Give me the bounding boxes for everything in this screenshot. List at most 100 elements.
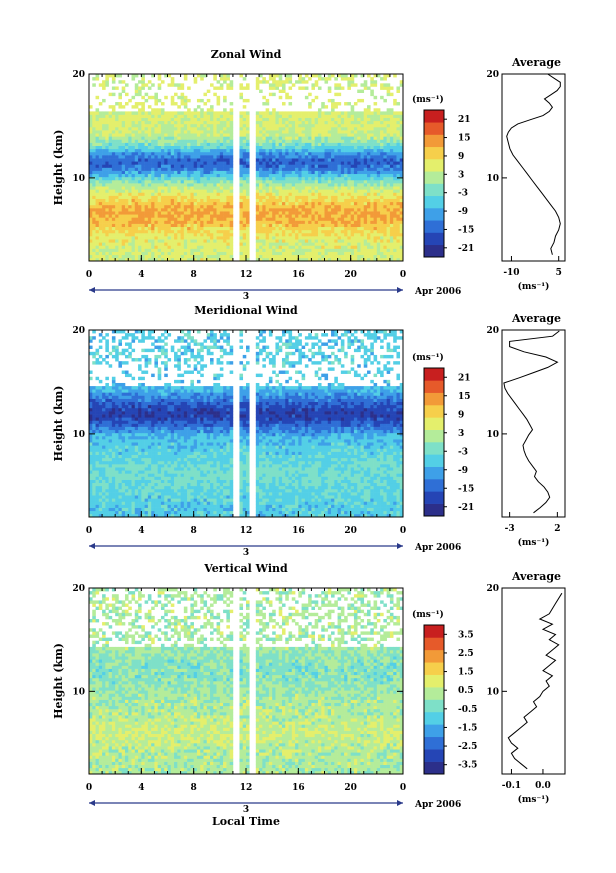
- colorbar-tick-label: -15: [458, 225, 474, 235]
- colorbar-segment: [424, 110, 444, 123]
- wind-figure: Zonal Wind0 4 8 12 16 20 02010Height (km)3 Apr …: [0, 0, 616, 873]
- x-axis-label: Local Time: [212, 815, 280, 828]
- colorbar-segment: [424, 637, 444, 650]
- colorbar-unit: (ms⁻¹): [412, 94, 444, 105]
- x-tick-label: 0: [86, 783, 92, 793]
- y-tick-label: 10: [72, 430, 85, 440]
- y-axis-label: Height (km): [52, 130, 65, 206]
- colorbar-tick-label: -15: [458, 484, 474, 494]
- colorbar-segment: [424, 479, 444, 492]
- colorbar-tick-label: 3: [458, 429, 464, 439]
- x-tick-label: 8: [191, 783, 197, 793]
- heatmap-cells: [89, 330, 403, 517]
- colorbar-segment: [424, 122, 444, 135]
- colorbar-segment: [424, 135, 444, 148]
- colorbar-segment: [424, 159, 444, 172]
- colorbar-segment: [424, 233, 444, 246]
- colorbar-segment: [424, 196, 444, 209]
- profile-title: Average: [511, 56, 561, 69]
- profile-title: Average: [511, 570, 561, 583]
- colorbar-segment: [424, 245, 444, 258]
- x-tick-label: 16: [292, 526, 305, 536]
- profile-x-tick-label: 5: [556, 268, 562, 278]
- colorbar-segment: [424, 368, 444, 381]
- colorbar-segment: [424, 380, 444, 393]
- heatmap-cells: [89, 588, 403, 774]
- y-tick-label: 20: [72, 326, 85, 336]
- colorbar-tick-label: 3.5: [458, 630, 474, 640]
- colorbar-segment: [424, 454, 444, 467]
- y-tick-label: 20: [72, 584, 85, 594]
- x-tick-label: 8: [191, 526, 197, 536]
- day-bar-arrow-left: [89, 543, 95, 549]
- x-tick-label: 0: [86, 526, 92, 536]
- profile-x-label: (ms⁻¹): [518, 794, 550, 805]
- profile-frame: [502, 330, 565, 517]
- colorbar-segment: [424, 220, 444, 233]
- colorbar-segment: [424, 442, 444, 455]
- y-tick-label: 10: [72, 687, 85, 697]
- colorbar-segment: [424, 147, 444, 160]
- day-bar-arrow-left: [89, 287, 95, 293]
- colorbar-tick-label: -3: [458, 189, 468, 199]
- profile-x-tick-label: -0.1: [502, 781, 521, 791]
- colorbar-segment: [424, 712, 444, 725]
- day-label: 3: [243, 292, 249, 302]
- colorbar-tick-label: 9: [458, 410, 464, 420]
- x-tick-label: 0: [400, 270, 406, 280]
- colorbar-unit: (ms⁻¹): [412, 352, 444, 363]
- colorbar-segment: [424, 700, 444, 713]
- day-label: 3: [243, 805, 249, 815]
- colorbar-segment: [424, 650, 444, 663]
- colorbar-segment: [424, 467, 444, 480]
- day-bar-arrow-left: [89, 800, 95, 806]
- day-bar-arrow-right: [397, 800, 403, 806]
- colorbar-segment: [424, 405, 444, 418]
- colorbar-tick-label: -1.5: [458, 723, 477, 733]
- colorbar-segment: [424, 724, 444, 737]
- x-tick-label: 20: [344, 270, 357, 280]
- y-axis-label: Height (km): [52, 386, 65, 462]
- y-tick-label: 10: [72, 174, 85, 184]
- colorbar-tick-label: 2.5: [458, 649, 474, 659]
- colorbar-tick-label: -9: [458, 466, 468, 476]
- profile-x-tick-label: -10: [503, 268, 519, 278]
- colorbar-tick-label: -21: [458, 503, 474, 513]
- x-tick-label: 0: [400, 783, 406, 793]
- profile-line: [504, 331, 559, 513]
- profile-frame: [502, 588, 565, 774]
- profile-y-tick-label: 20: [486, 584, 499, 594]
- date-label: Apr 2006: [414, 800, 461, 810]
- x-tick-label: 20: [344, 526, 357, 536]
- colorbar-segment: [424, 417, 444, 430]
- x-tick-label: 12: [240, 783, 253, 793]
- colorbar-tick-label: 15: [458, 392, 471, 402]
- colorbar-unit: (ms⁻¹): [412, 609, 444, 620]
- profile-x-label: (ms⁻¹): [518, 281, 550, 292]
- figure-stage: { "colorscale": ["#2c2f8a","#2545b5","#2…: [0, 0, 616, 873]
- profile-line: [508, 593, 562, 769]
- colorbar-tick-label: -3.5: [458, 761, 477, 771]
- colorbar-segment: [424, 625, 444, 638]
- x-tick-label: 0: [86, 270, 92, 280]
- colorbar-tick-label: 15: [458, 134, 471, 144]
- colorbar-segment: [424, 687, 444, 700]
- colorbar-segment: [424, 184, 444, 197]
- profile-y-tick-label: 10: [486, 174, 499, 184]
- colorbar: 3.52.51.50.5-0.5-1.5-2.5-3.5(ms⁻¹): [412, 609, 477, 774]
- colorbar-segment: [424, 171, 444, 184]
- day-bar-arrow-right: [397, 287, 403, 293]
- x-tick-label: 16: [292, 270, 305, 280]
- colorbar-segment: [424, 393, 444, 406]
- y-axis-label: Height (km): [52, 643, 65, 719]
- profile-line: [507, 74, 561, 255]
- colorbar-tick-label: 9: [458, 152, 464, 162]
- profile-title: Average: [511, 312, 561, 325]
- colorbar-tick-label: -2.5: [458, 742, 477, 752]
- x-tick-label: 16: [292, 783, 305, 793]
